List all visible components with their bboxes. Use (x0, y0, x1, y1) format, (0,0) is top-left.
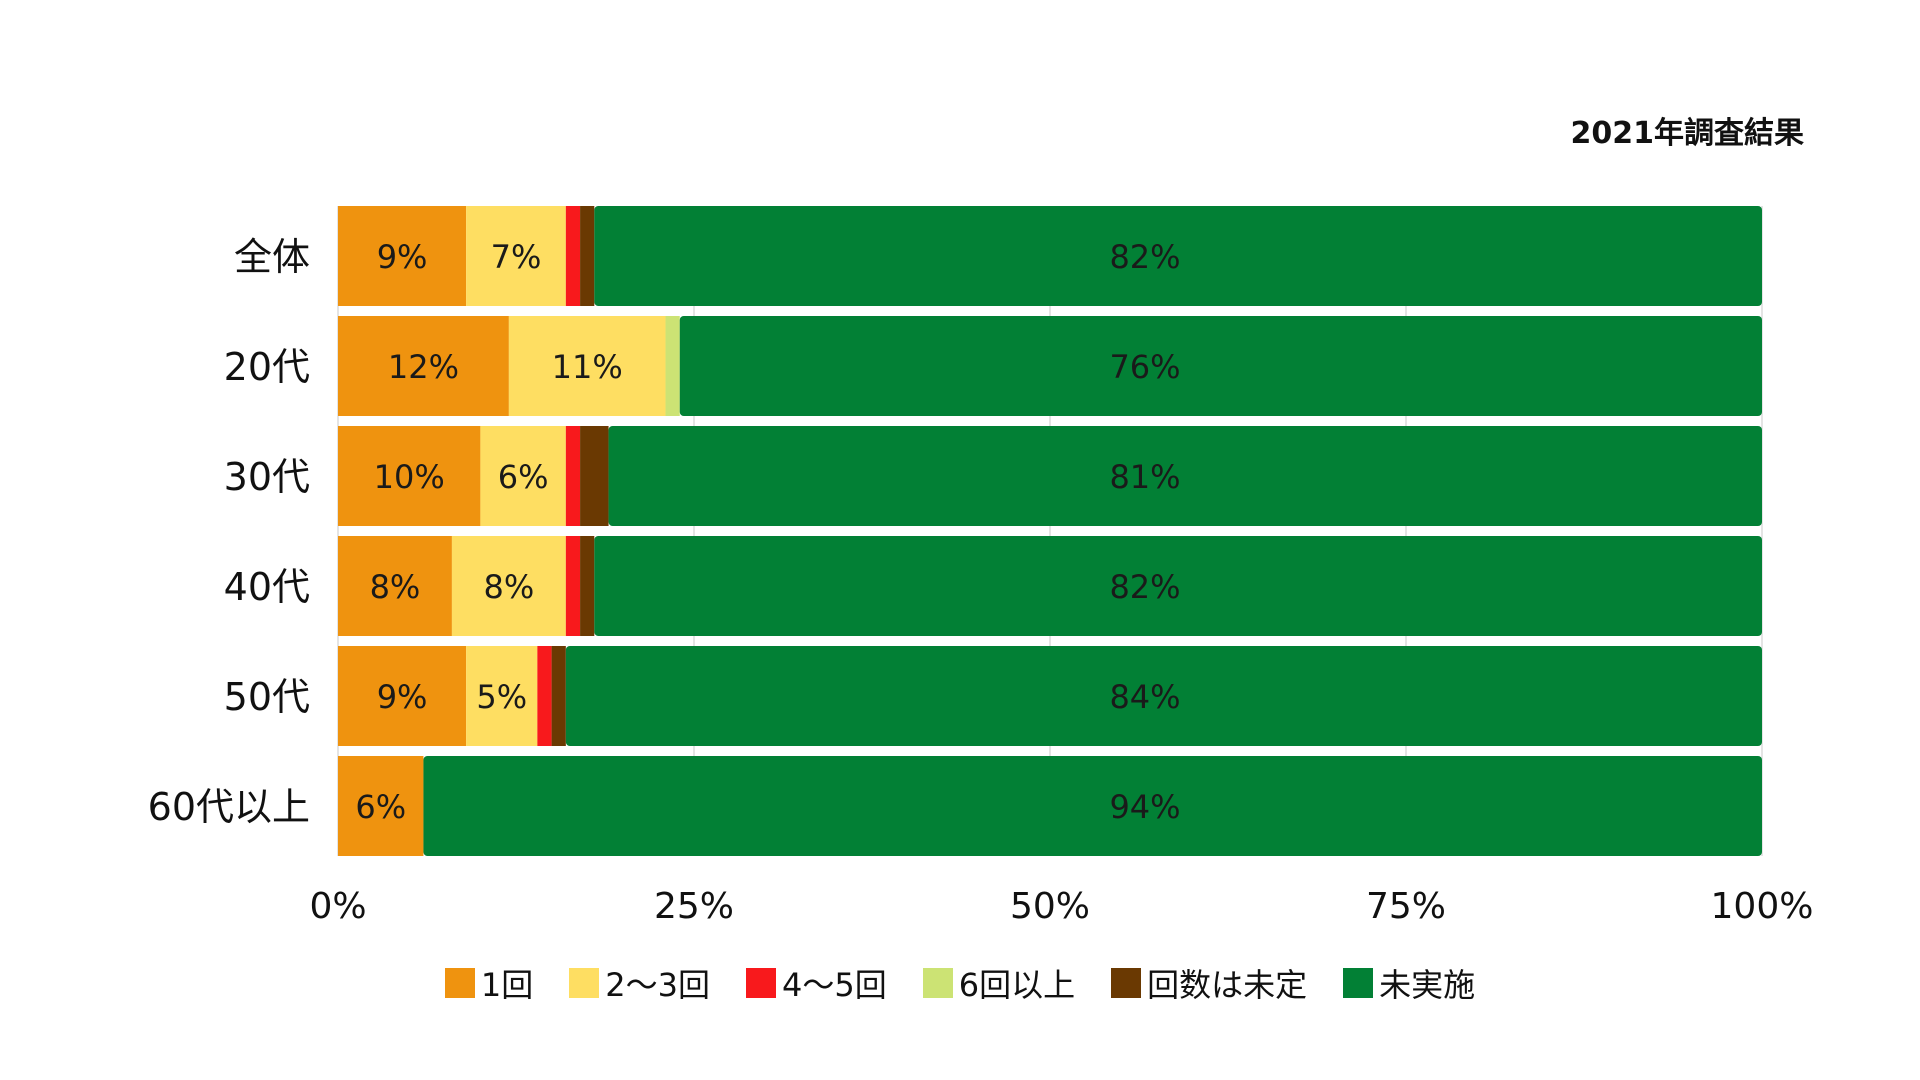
bar-segment (608, 426, 1762, 526)
legend-label: 1回 (480, 966, 534, 1004)
data-label: 6% (498, 458, 549, 496)
bar-segment (338, 536, 452, 636)
bar-segment (423, 756, 1763, 856)
data-label: 8% (370, 568, 421, 606)
legend-label: 4～5回 (781, 966, 887, 1004)
bar-segment (338, 426, 481, 526)
bar-segment (338, 756, 424, 856)
bar-segment (594, 536, 1762, 636)
legend-item: 未実施 (1343, 960, 1475, 1006)
data-label: 11% (552, 348, 623, 386)
bar-segment (679, 316, 1762, 416)
chart-legend: 1回 2～3回 4～5回 6回以上 回数は未定 未実施 (0, 960, 1920, 1006)
category-label: 40代 (224, 565, 310, 609)
data-label: 5% (476, 678, 527, 716)
legend-swatch (569, 968, 600, 998)
bar-segment (580, 206, 595, 306)
legend-item: 2～3回 (569, 960, 710, 1006)
legend-item: 4～5回 (745, 960, 887, 1006)
data-label: 81% (1109, 458, 1180, 496)
bar-segment (508, 316, 666, 416)
bar-segment (665, 316, 680, 416)
bar-segment (466, 646, 538, 746)
bar-segment (551, 646, 566, 746)
bar-segment (565, 426, 581, 526)
category-label: 全体 (234, 235, 310, 279)
data-label: 8% (483, 568, 534, 606)
category-label: 60代以上 (148, 785, 310, 829)
data-label: 9% (377, 238, 428, 276)
data-label: 7% (491, 238, 542, 276)
legend-swatch (922, 968, 953, 998)
chart-caption: 2021年調査結果 (1570, 116, 1805, 151)
x-tick-label: 50% (1010, 886, 1090, 927)
bar-segment (338, 206, 467, 306)
bar-segment (594, 206, 1762, 306)
bar-segment (565, 206, 581, 306)
data-label: 84% (1109, 678, 1180, 716)
bar-segment (565, 646, 1762, 746)
legend-label: 6回以上 (958, 966, 1076, 1004)
bar-segment (338, 316, 509, 416)
data-label: 94% (1109, 788, 1180, 826)
bar-segment (565, 536, 581, 636)
bar-segment (537, 646, 552, 746)
legend-label: 2～3回 (605, 966, 710, 1004)
category-label: 20代 (224, 345, 310, 389)
legend-item: 6回以上 (922, 960, 1076, 1006)
legend-swatch (1111, 968, 1142, 998)
bar-segment (451, 536, 566, 636)
data-label: 82% (1109, 568, 1180, 606)
bar-segment (466, 206, 566, 306)
x-tick-label: 75% (1366, 886, 1446, 927)
legend-item: 1回 (444, 960, 534, 1006)
data-label: 10% (374, 458, 445, 496)
bar-segment (580, 426, 609, 526)
legend-label: 回数は未定 (1147, 966, 1308, 1004)
bar-segment (480, 426, 566, 526)
x-tick-label: 25% (654, 886, 734, 927)
legend-swatch (745, 968, 776, 998)
data-label: 76% (1109, 348, 1180, 386)
category-label: 30代 (224, 455, 310, 499)
legend-swatch (444, 968, 475, 998)
bar-segment (338, 646, 467, 746)
category-label: 50代 (224, 675, 310, 719)
data-label: 82% (1109, 238, 1180, 276)
data-label: 9% (377, 678, 428, 716)
x-tick-label: 100% (1711, 886, 1814, 927)
legend-item: 回数は未定 (1111, 960, 1307, 1006)
bar-segment (580, 536, 595, 636)
x-tick-label: 0% (309, 886, 366, 927)
legend-label: 未実施 (1379, 966, 1476, 1004)
legend-swatch (1343, 968, 1374, 998)
data-label: 6% (355, 788, 406, 826)
data-label: 12% (388, 348, 459, 386)
